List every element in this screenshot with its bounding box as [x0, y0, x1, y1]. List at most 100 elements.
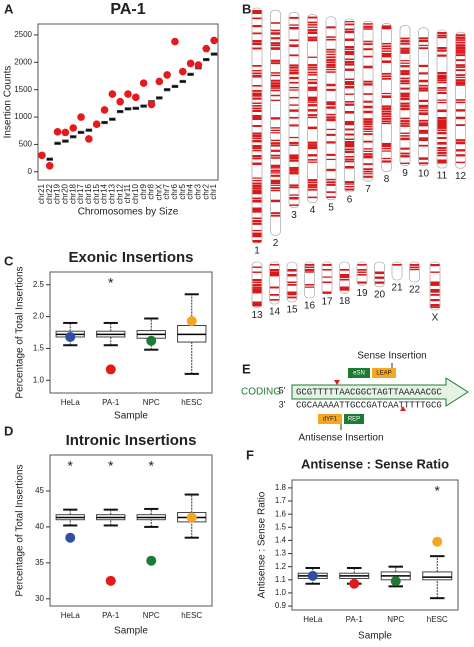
band [382, 72, 391, 75]
band [308, 196, 317, 199]
band [308, 126, 317, 130]
band [437, 99, 447, 101]
band [419, 64, 428, 68]
band [308, 109, 317, 112]
x-tick-label: chr11 [123, 183, 132, 203]
x-tick-label: chr15 [92, 183, 101, 204]
band [456, 54, 465, 57]
band [400, 37, 410, 40]
band [271, 154, 280, 157]
band [308, 81, 317, 85]
band [400, 62, 410, 64]
band [252, 32, 262, 35]
band [345, 181, 354, 184]
band [382, 75, 391, 78]
band [437, 122, 447, 125]
band [308, 86, 317, 89]
band [345, 188, 354, 191]
band [252, 92, 262, 96]
band [419, 119, 428, 122]
band [419, 112, 428, 115]
chart-title: Antisense : Sense Ratio [301, 456, 449, 471]
x-tick-label: HeLa [61, 398, 81, 407]
band [326, 101, 336, 104]
y-tick-label: 1.5 [275, 522, 287, 531]
band [400, 72, 410, 76]
band [363, 128, 373, 130]
band [252, 235, 262, 238]
y-axis-title: Percentage of Total Insertions [15, 266, 26, 398]
band [326, 88, 336, 91]
band [419, 137, 428, 140]
band [289, 81, 299, 84]
band [363, 130, 373, 132]
band [271, 89, 280, 92]
band [289, 166, 299, 170]
band [289, 76, 299, 80]
band [308, 159, 317, 161]
part-box [318, 414, 342, 424]
plot-frame [291, 479, 459, 611]
band [252, 222, 262, 225]
band [308, 181, 317, 184]
band [252, 210, 262, 213]
band [456, 84, 465, 86]
band [289, 124, 299, 127]
band [271, 129, 280, 132]
band [400, 120, 410, 123]
band [326, 153, 336, 156]
band [456, 76, 465, 79]
band [252, 10, 262, 13]
chromosome-label: 13 [251, 310, 263, 321]
band [252, 40, 262, 43]
observed-point [100, 106, 109, 114]
band [308, 26, 317, 28]
band [271, 94, 280, 97]
observed-point [53, 128, 62, 136]
band [340, 286, 349, 290]
band [382, 105, 391, 108]
band [252, 95, 262, 97]
band [308, 36, 317, 39]
x-axis-title: Chromosomes by Size [78, 207, 179, 218]
band [456, 141, 465, 145]
x-tick-label: NPC [143, 611, 160, 620]
band [410, 269, 419, 271]
x-tick-label: chr12 [115, 183, 124, 204]
band [382, 147, 391, 150]
band [289, 64, 299, 67]
y-tick-label: 1.7 [275, 496, 287, 505]
band [289, 44, 299, 47]
band [363, 125, 373, 128]
sense-label: Sense Insertion [357, 351, 427, 362]
band [345, 68, 354, 71]
band [419, 132, 428, 134]
band [437, 87, 447, 89]
band [326, 158, 336, 161]
band [289, 71, 299, 75]
band [345, 46, 354, 49]
band [437, 89, 447, 91]
observed-point [77, 113, 85, 121]
part-box [348, 368, 370, 378]
band [271, 142, 280, 145]
band [308, 89, 317, 91]
band [430, 294, 440, 296]
band [363, 118, 373, 121]
band [382, 157, 391, 160]
chromosome-label: 3 [291, 210, 297, 221]
top-sequence: GCGTTTTTAACGGCTAGTTAAAAACGC [296, 387, 442, 397]
y-tick-label: 2.0 [33, 312, 45, 321]
x-tick-label: chr10 [131, 183, 140, 204]
band [375, 271, 384, 275]
x-tick-label: chr16 [84, 183, 93, 204]
band [271, 184, 280, 186]
band [252, 207, 262, 211]
band [308, 21, 317, 24]
band [308, 141, 317, 144]
band [252, 117, 262, 120]
band [308, 186, 317, 189]
band [456, 99, 465, 101]
band [345, 183, 354, 185]
x-tick-label: chr18 [68, 183, 77, 204]
